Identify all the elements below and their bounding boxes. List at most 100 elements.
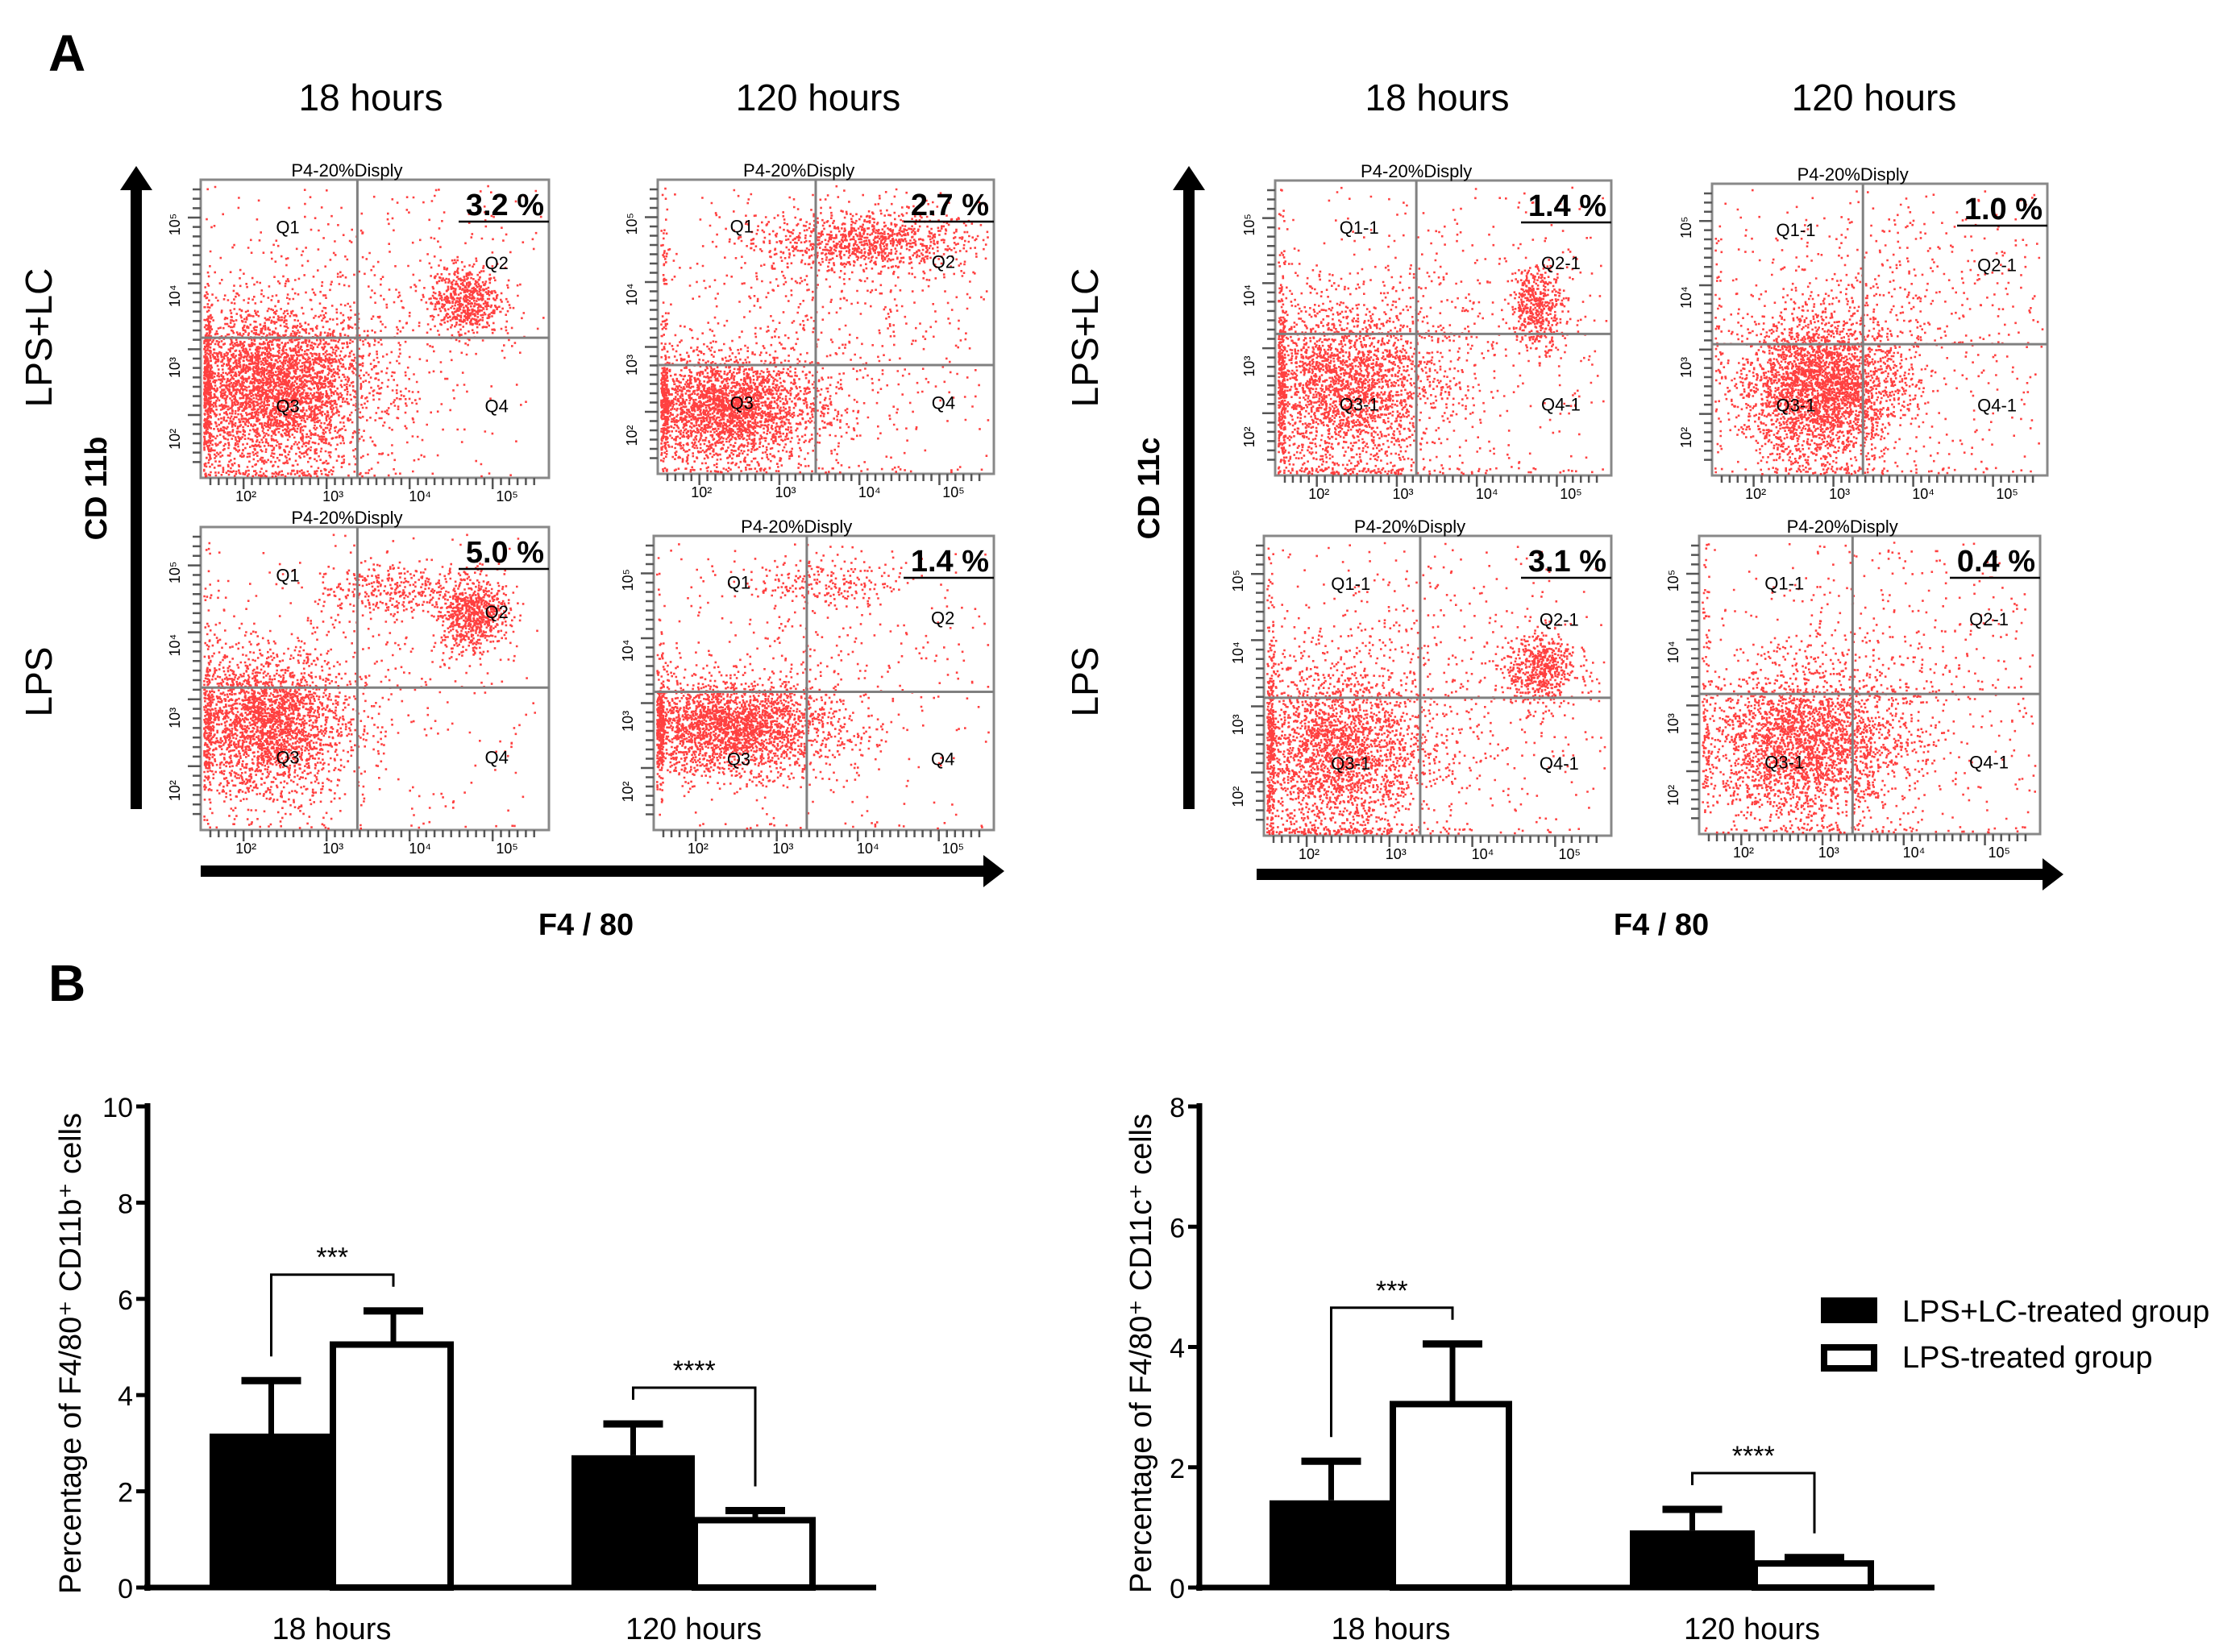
y-tick-label: 0 <box>118 1574 133 1604</box>
quadrant-label: Q3 <box>276 396 299 417</box>
x-axis-title-f480: F4 / 80 <box>1614 908 1709 942</box>
quadrant-label: Q4-1 <box>1969 753 2009 773</box>
x-tick-label: 10³ <box>1829 486 1850 502</box>
y-tick-label: 10⁵ <box>1241 214 1257 235</box>
y-tick-label: 2 <box>118 1478 133 1509</box>
y-tick-label: 4 <box>118 1381 133 1412</box>
y-tick-label: 10⁵ <box>167 214 183 235</box>
quadrant-label: Q3 <box>276 747 299 767</box>
bar-lps <box>1390 1401 1512 1592</box>
y-tick-label: 10 <box>102 1093 133 1123</box>
plot-frame <box>199 178 551 479</box>
significance-bracket <box>1330 1306 1454 1438</box>
quadrant-label: Q3-1 <box>1764 753 1804 773</box>
x-tick-label: 10⁴ <box>1472 846 1494 862</box>
flow-cytometry-plots: P4-20%Disply Q1 Q2 Q3 Q4 3.2 % 10² 10² 10³ 10³ 10⁴… <box>167 160 2049 862</box>
plot-title: P4-20%Disply <box>1787 517 1898 537</box>
y-tick-label: 0 <box>1170 1574 1185 1604</box>
quadrant-label: Q1 <box>727 573 750 593</box>
quadrant-label: Q2 <box>932 252 955 272</box>
y-tick-label: 10⁴ <box>1665 641 1681 663</box>
quadrant-label: Q4-1 <box>1541 394 1581 414</box>
flow-plot: P4-20%Disply Q1 Q2 Q3 Q4 3.2 % 10² 10² 10³ 10³ 10⁴… <box>167 160 551 504</box>
percent-label: 1.4 % <box>1528 189 1606 223</box>
x-tick-label: 10⁵ <box>1988 845 2009 861</box>
quadrant-label: Q2-1 <box>1977 255 2017 276</box>
axis-ticks <box>641 544 981 841</box>
time-header: 18 hours <box>1365 77 1509 118</box>
x-tick-label: 10⁴ <box>409 841 431 857</box>
flow-plot: P4-20%Disply Q1-1 Q2-1 Q3-1 Q4-1 1.0 % 10² 10² 1… <box>1678 164 2049 502</box>
x-tick-label: 18 hours <box>1332 1613 1451 1646</box>
significance-bracket <box>270 1273 395 1357</box>
x-tick-label: 10³ <box>772 841 793 857</box>
x-tick-label: 10³ <box>1386 846 1407 862</box>
bar-chart-cd11c: 0 2 4 6 8 Percentage of F4/80⁺ CD11c⁺ cells 18… <box>1124 1093 2209 1646</box>
quadrant-label: Q4-1 <box>1540 753 1579 774</box>
plot-frame <box>1710 182 2049 477</box>
y-tick-label: 10⁴ <box>1241 284 1257 307</box>
y-tick-label: 10² <box>620 782 636 803</box>
bar-lps <box>692 1517 816 1592</box>
y-axis-title: Percentage of F4/80⁺ CD11c⁺ cells <box>1124 1114 1158 1593</box>
y-axis-title-cd11c: CD 11c <box>1132 438 1166 540</box>
percent-label: 3.2 % <box>466 189 544 222</box>
flow-plot: P4-20%Disply Q1-1 Q2-1 Q3-1 Q4-1 0.4 % 10² 10² 1… <box>1665 517 2042 861</box>
percent-label: 2.7 % <box>911 189 989 222</box>
flow-plot: P4-20%Disply Q1 Q2 Q3 Q4 5.0 % 10² 10² 10³ 10³ 10⁴… <box>167 508 551 857</box>
x-tick-label: 10² <box>1733 845 1754 861</box>
x-tick-label: 10² <box>688 841 709 857</box>
plot-frame <box>199 525 551 832</box>
percent-label: 5.0 % <box>466 536 544 570</box>
x-tick-label: 10³ <box>322 841 343 857</box>
row-label: LPS+LC <box>1064 268 1106 408</box>
x-tick-label: 10³ <box>775 484 796 500</box>
x-tick-label: 120 hours <box>625 1613 762 1646</box>
y-tick-label: 10⁴ <box>620 639 636 662</box>
legend-swatch-lps <box>1821 1344 1877 1372</box>
y-tick-label: 10⁵ <box>167 562 183 583</box>
y-tick-label: 10⁴ <box>624 283 640 305</box>
flow-plot: P4-20%Disply Q1 Q2 Q3 Q4 1.4 % 10² 10² 10³ 10³ 10⁴… <box>620 517 995 857</box>
scatter-dots <box>1266 542 1606 836</box>
quadrant-label: Q2-1 <box>1541 253 1581 273</box>
quadrant-label: Q1 <box>276 566 299 586</box>
flow-plot: P4-20%Disply Q1-1 Q2-1 Q3-1 Q4-1 1.4 % 10² 10² 1… <box>1241 161 1613 502</box>
y-tick-label: 10⁴ <box>167 284 183 307</box>
x-tick-label: 10² <box>235 841 256 857</box>
significance-label: **** <box>1732 1441 1775 1471</box>
x-arrow-right <box>1257 858 2063 890</box>
x-tick-label: 10⁵ <box>1996 486 2018 502</box>
x-tick-label: 10³ <box>1818 845 1839 861</box>
x-tick-label: 10⁵ <box>1560 486 1581 502</box>
significance-label: *** <box>316 1243 348 1273</box>
x-tick-label: 10⁵ <box>496 488 517 504</box>
axis-ticks <box>1262 189 1598 487</box>
bar-lps-lc <box>571 1455 695 1588</box>
x-tick-label: 10² <box>1308 486 1329 502</box>
quadrant-label: Q1-1 <box>1777 220 1816 240</box>
y-axis-title-cd11b: CD 11b <box>80 437 114 541</box>
quadrant-label: Q1 <box>276 218 299 238</box>
percent-label: 0.4 % <box>1957 545 2035 579</box>
bar-lps <box>330 1341 454 1591</box>
significance-bracket <box>632 1386 757 1487</box>
y-tick-label: 10⁵ <box>620 569 636 591</box>
quadrant-label: Q2-1 <box>1969 609 2009 629</box>
bar-lps <box>1752 1560 1874 1592</box>
y-tick-label: 10² <box>167 429 183 450</box>
x-tick-label: 10⁴ <box>1476 486 1498 502</box>
scatter-dots <box>203 533 538 830</box>
time-header: 18 hours <box>298 77 443 118</box>
row-label: LPS <box>1064 647 1106 717</box>
legend: LPS+LC-treated group LPS-treated group <box>1821 1295 2209 1375</box>
quadrant-label: Q3 <box>727 749 750 770</box>
scatter-dots <box>1714 189 2044 475</box>
x-tick-label: 120 hours <box>1684 1613 1820 1646</box>
time-header: 120 hours <box>736 77 901 118</box>
axis-ticks <box>188 535 535 841</box>
plot-title: P4-20%Disply <box>1361 161 1472 181</box>
y-tick-label: 4 <box>1170 1334 1185 1364</box>
y-tick-label: 10³ <box>624 355 640 376</box>
x-tick-label: 18 hours <box>272 1613 392 1646</box>
